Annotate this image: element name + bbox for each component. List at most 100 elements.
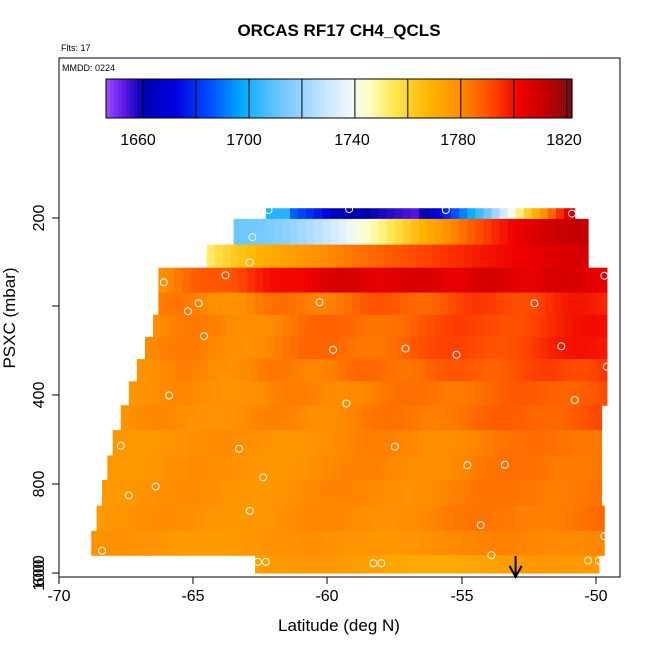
heatmap-cell [596,336,605,360]
heatmap-cell [435,381,444,406]
heatmap-cell [217,314,227,338]
heatmap-cell [405,530,415,556]
heatmap-cell [542,455,552,481]
heatmap-cell [539,208,549,220]
heatmap-cell [475,381,484,406]
heatmap-cell [426,336,436,360]
heatmap-cell [467,314,476,338]
heatmap-cell [604,314,608,338]
heatmap-cell [515,359,525,382]
heatmap-cell [367,267,377,294]
heatmap-cell [542,530,552,556]
heatmap-cell [529,292,538,316]
heatmap-cell [523,405,533,431]
heatmap-cell [257,381,267,406]
heatmap-cell [330,430,339,456]
heatmap-cell [402,314,412,338]
heatmap-cell [257,430,267,456]
heatmap-cell [537,479,546,507]
heatmap-cell [281,314,291,338]
heatmap-cell [290,381,299,406]
heatmap-cell [416,244,425,269]
heatmap-cell [394,359,404,382]
heatmap-cell [389,530,398,556]
heatmap-cell [563,314,573,338]
heatmap-cell [370,405,380,431]
heatmap-cell [195,455,205,481]
heatmap-cell [529,555,538,574]
colorbar-swatch [236,79,241,118]
heatmap-cell [335,555,345,574]
heatmap-cell [265,336,275,360]
heatmap-cell [107,530,116,556]
heatmap-cell [529,244,538,269]
heatmap-cell [435,208,444,220]
heatmap-cell [271,267,280,294]
heatmap-cell [410,381,420,406]
colorbar-swatch [109,79,115,118]
heatmap-cell [590,530,600,556]
heatmap-cell [319,555,329,574]
heatmap-cell [402,505,412,532]
heatmap-cell [193,336,202,360]
heatmap-cell [467,505,476,532]
heatmap-cell [249,314,259,338]
heatmap-cell [330,405,339,431]
heatmap-cell [386,359,396,382]
heatmap-cell [507,505,517,532]
heatmap-cell [539,218,549,246]
heatmap-cell [263,479,272,507]
heatmap-cell [432,292,441,316]
colorbar-swatch [453,79,459,118]
heatmap-cell [410,314,420,338]
heatmap-cell [375,555,385,574]
colorbar-swatch [457,79,463,118]
heatmap-cell [357,530,366,556]
colorbar-swatch [544,79,549,118]
heatmap-cell [459,314,468,338]
heatmap-cell [432,267,441,294]
heatmap-cell [440,292,449,316]
colorbar-swatch [342,79,348,118]
heatmap-cell [539,405,549,431]
heatmap-cell [107,455,116,481]
heatmap-cell [475,336,484,360]
heatmap-cell [201,336,210,360]
heatmap-cell [531,218,541,246]
heatmap-cell [443,336,452,360]
heatmap-cell [499,218,509,246]
colorbar-swatch [441,79,447,118]
heatmap-cell [268,530,278,556]
heatmap-cell [459,405,468,431]
heatmap-cell [572,381,581,406]
observation-point [165,391,174,400]
heatmap-cell [483,505,492,532]
observation-point [119,389,128,398]
heatmap-cell [198,267,208,294]
heatmap-cell [263,267,272,294]
heatmap-cell [429,455,439,481]
heatmap-cell [273,218,283,246]
heatmap-cell [553,244,562,269]
heatmap-cell [204,530,213,556]
heatmap-cell [233,430,243,456]
heatmap-cell [238,244,248,269]
observation-point [557,342,566,351]
heatmap-cell [378,314,388,338]
heatmap-cell [486,455,495,481]
heatmap-cell [306,208,315,220]
heatmap-cell [381,530,390,556]
heatmap-cell [520,292,530,316]
heatmap-cell [193,381,202,406]
heatmap-cell [504,292,514,316]
heatmap-cell [515,208,525,220]
colorbar-swatch [532,79,538,118]
heatmap-cell [531,505,541,532]
heatmap-cell [512,267,522,294]
heatmap-cell [303,267,312,294]
heatmap-cell [550,455,560,481]
heatmap-cell [316,530,326,556]
heatmap-cell [367,555,377,574]
y-tick-label: 200 [31,205,48,232]
colorbar-swatch [374,79,380,118]
